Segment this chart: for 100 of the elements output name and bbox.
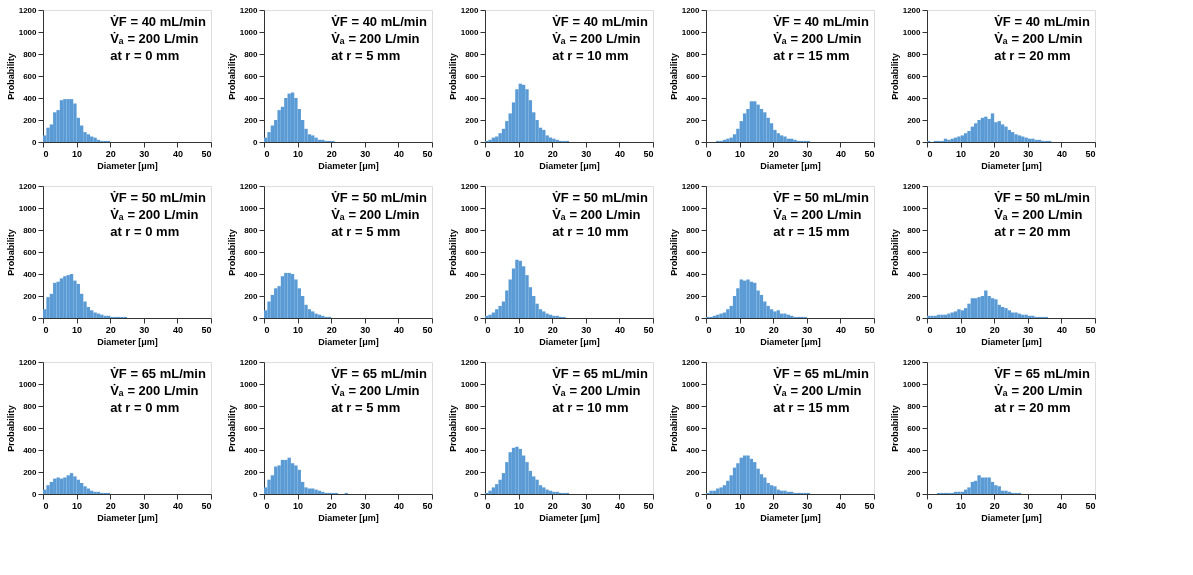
annotation: V̇F = 50 mL/min	[773, 190, 869, 205]
x-tick-label: 40	[172, 500, 183, 511]
annotation: V̇F = 65 mL/min	[994, 366, 1090, 381]
y-axis-title: Probability	[5, 405, 16, 452]
y-tick-label: 0	[695, 489, 701, 499]
y-axis-title: Probability	[226, 229, 237, 276]
x-tick-label: 10	[514, 500, 525, 511]
x-tick-label: 30	[360, 500, 371, 511]
annotation: V̇F = 50 mL/min	[331, 190, 427, 205]
x-tick-label: 20	[989, 500, 1000, 511]
x-tick-label: 50	[201, 500, 212, 511]
x-tick-label: 20	[547, 148, 558, 159]
x-axis-title: Diameter [μm]	[539, 336, 600, 347]
x-tick-label: 20	[326, 148, 337, 159]
x-tick-label: 20	[326, 324, 337, 335]
x-tick-label: 10	[72, 500, 83, 511]
x-axis-title: Diameter [μm]	[760, 336, 821, 347]
x-tick-label: 20	[989, 148, 1000, 159]
y-tick-label: 0	[695, 313, 701, 323]
x-tick-label: 50	[643, 500, 654, 511]
y-tick-label: 0	[253, 137, 259, 147]
x-tick-label: 40	[614, 324, 625, 335]
x-tick-label: 20	[105, 500, 116, 511]
y-tick-label: 400	[686, 269, 701, 279]
x-tick-label: 50	[422, 324, 433, 335]
y-tick-label: 0	[253, 313, 259, 323]
x-axis-title: Diameter [μm]	[539, 512, 600, 523]
y-tick-label: 400	[465, 269, 480, 279]
annotation: at r = 5 mm	[331, 224, 401, 239]
x-tick-label: 20	[105, 148, 116, 159]
annotation: at r = 10 mm	[552, 48, 629, 63]
y-tick-label: 200	[686, 467, 701, 477]
annotation: V̇F = 50 mL/min	[110, 190, 206, 205]
x-tick-label: 20	[768, 324, 779, 335]
x-tick-label: 20	[547, 324, 558, 335]
y-tick-label: 200	[23, 291, 38, 301]
y-tick-label: 200	[686, 291, 701, 301]
y-axis-title: Probability	[5, 229, 16, 276]
y-axis-title: Probability	[889, 405, 900, 452]
y-tick-label: 600	[686, 423, 701, 433]
y-tick-label: 1200	[681, 357, 701, 367]
x-tick-label: 20	[989, 324, 1000, 335]
y-tick-label: 0	[474, 313, 480, 323]
y-tick-label: 1000	[902, 27, 922, 37]
x-tick-label: 30	[1023, 500, 1034, 511]
x-tick-label: 0	[485, 148, 491, 159]
y-tick-label: 400	[686, 445, 701, 455]
y-tick-label: 600	[465, 247, 480, 257]
x-tick-label: 50	[1085, 324, 1096, 335]
y-tick-label: 0	[32, 137, 38, 147]
x-axis-title: Diameter [μm]	[97, 160, 158, 171]
y-tick-label: 1000	[902, 203, 922, 213]
y-tick-label: 200	[686, 115, 701, 125]
y-tick-label: 1000	[239, 27, 259, 37]
x-tick-label: 50	[864, 324, 875, 335]
y-tick-label: 1200	[239, 357, 259, 367]
y-axis-title: Probability	[447, 405, 458, 452]
y-tick-label: 200	[907, 115, 922, 125]
y-tick-label: 400	[907, 269, 922, 279]
x-axis-title: Diameter [μm]	[318, 336, 379, 347]
x-tick-label: 50	[422, 500, 433, 511]
x-tick-label: 40	[835, 500, 846, 511]
y-tick-label: 400	[686, 93, 701, 103]
annotation: at r = 5 mm	[331, 400, 401, 415]
x-tick-label: 40	[1056, 148, 1067, 159]
annotation: V̇ₐ = 200 L/min	[773, 31, 862, 46]
y-tick-label: 600	[244, 247, 259, 257]
x-tick-label: 0	[264, 500, 270, 511]
y-tick-label: 200	[23, 115, 38, 125]
y-tick-label: 1200	[902, 181, 922, 191]
x-tick-label: 20	[768, 148, 779, 159]
y-tick-label: 400	[244, 445, 259, 455]
x-tick-label: 30	[1023, 324, 1034, 335]
y-axis-title: Probability	[668, 53, 679, 100]
annotation: V̇F = 40 mL/min	[331, 14, 427, 29]
y-tick-label: 800	[686, 225, 701, 235]
x-tick-label: 50	[201, 148, 212, 159]
x-tick-label: 30	[802, 324, 813, 335]
x-tick-label: 0	[706, 148, 712, 159]
annotation: V̇F = 65 mL/min	[773, 366, 869, 381]
x-tick-label: 10	[735, 324, 746, 335]
y-tick-label: 800	[907, 401, 922, 411]
y-tick-label: 0	[916, 489, 922, 499]
x-axis-title: Diameter [μm]	[760, 512, 821, 523]
x-tick-label: 10	[514, 148, 525, 159]
y-tick-label: 0	[916, 313, 922, 323]
annotation: V̇F = 40 mL/min	[552, 14, 648, 29]
annotation: V̇F = 50 mL/min	[552, 190, 648, 205]
annotation: at r = 5 mm	[331, 48, 401, 63]
y-tick-label: 600	[244, 423, 259, 433]
y-tick-label: 1000	[460, 379, 480, 389]
y-tick-label: 0	[474, 137, 480, 147]
y-tick-label: 200	[23, 467, 38, 477]
y-tick-label: 800	[465, 225, 480, 235]
x-tick-label: 0	[927, 324, 933, 335]
y-tick-label: 200	[907, 291, 922, 301]
y-tick-label: 1200	[902, 5, 922, 15]
y-tick-label: 600	[686, 247, 701, 257]
x-axis-title: Diameter [μm]	[539, 160, 600, 171]
annotation: V̇ₐ = 200 L/min	[994, 31, 1083, 46]
